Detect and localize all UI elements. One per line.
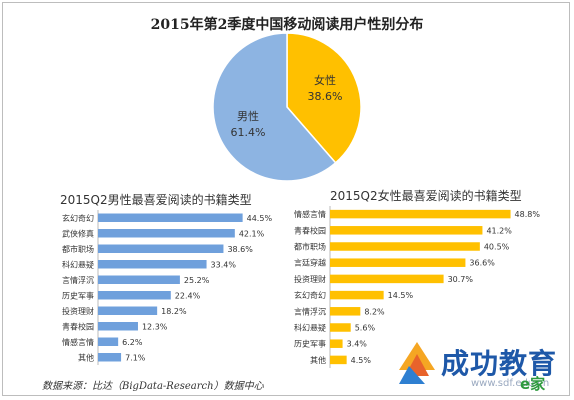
bar-value-label: 41.2%: [486, 226, 512, 235]
bar-value-label: 25.2%: [184, 276, 210, 285]
bar-category-label: 其他: [310, 355, 326, 365]
bar: [98, 353, 122, 362]
pie-slice-value: 61.4%: [231, 126, 266, 139]
bar: [330, 339, 343, 348]
bar-category-label: 其他: [78, 352, 94, 362]
bar-category-label: 青春校园: [62, 321, 94, 331]
bar-value-label: 38.6%: [227, 245, 253, 254]
bar-value-label: 5.6%: [355, 324, 376, 333]
bar: [330, 274, 444, 284]
bar-value-label: 33.4%: [211, 260, 237, 269]
bar-category-label: 玄幻奇幻: [294, 290, 326, 300]
brand-sub: e家: [520, 375, 546, 393]
bar: [330, 290, 384, 300]
bar-category-label: 投资理财: [294, 274, 326, 284]
data-source-note: 数据来源：比达（BigData-Research）数据中心: [42, 381, 264, 392]
bar: [98, 244, 224, 253]
pie-slice-label: 女性: [314, 73, 336, 87]
bar-value-label: 12.3%: [142, 322, 168, 331]
bar: [98, 260, 207, 269]
brand-name: 成功教育: [441, 347, 558, 380]
bar-category-label: 言廷穿越: [294, 258, 326, 268]
bar: [330, 258, 466, 267]
bar-value-label: 36.6%: [469, 259, 495, 268]
bar: [330, 307, 361, 316]
bar: [98, 291, 171, 300]
pie-slice: [212, 32, 337, 182]
bar-category-label: 历史军事: [62, 290, 94, 300]
bar-category-label: 都市职场: [62, 244, 94, 254]
bar-category-label: 玄幻奇幻: [62, 213, 94, 223]
brand-watermark: 成功教育 www.sdf.edu.cn e家: [395, 340, 571, 396]
gender-pie: 女性 38.6% 男性 61.4%: [212, 32, 362, 182]
bar-value-label: 6.2%: [122, 338, 143, 347]
bar: [98, 337, 119, 346]
bar: [330, 242, 480, 251]
bar-category-label: 科幻悬疑: [294, 323, 326, 333]
bar-category-label: 青春校园: [294, 225, 326, 235]
bar-value-label: 40.5%: [484, 243, 510, 252]
bar-category-label: 历史军事: [294, 339, 326, 349]
page-title: 2015年第2季度中国移动阅读用户性别分布: [150, 17, 424, 33]
bar-value-label: 14.5%: [388, 291, 414, 300]
bar: [98, 229, 235, 238]
bar: [330, 209, 511, 219]
bar-value-label: 22.4%: [175, 291, 201, 300]
bar-value-label: 42.1%: [239, 229, 265, 238]
bar-value-label: 48.8%: [515, 210, 541, 219]
pie-slice-value: 38.6%: [308, 90, 343, 103]
bar: [330, 226, 483, 235]
bar: [98, 322, 138, 331]
bar: [98, 275, 180, 284]
brand-url: www.sdf.edu.cn: [471, 378, 550, 389]
bar-value-label: 18.2%: [161, 307, 187, 316]
bar-value-label: 3.4%: [347, 340, 368, 349]
brand-logo-icon: [399, 342, 435, 384]
bar-value-label: 44.5%: [247, 214, 273, 223]
bar: [330, 355, 347, 365]
bar-value-label: 7.1%: [125, 353, 146, 362]
bar-category-label: 言情浮沉: [62, 275, 94, 285]
bar-category-label: 科幻悬疑: [62, 259, 94, 269]
bar-chart-title: 2015Q2女性最喜爱阅读的书籍类型: [330, 188, 522, 203]
bar-value-label: 8.2%: [364, 307, 385, 316]
bar-category-label: 情感言情: [62, 337, 94, 347]
pie-slice: [286, 32, 362, 164]
bar-chart-title: 2015Q2男性最喜爱阅读的书籍类型: [60, 192, 252, 207]
bar: [330, 323, 351, 332]
bar-category-label: 言情浮沉: [294, 306, 326, 316]
pie-slice-label: 男性: [237, 109, 259, 123]
bar-category-label: 都市职场: [294, 242, 326, 252]
bar-value-label: 30.7%: [448, 275, 474, 284]
chart-frame: [2, 2, 570, 396]
bar: [98, 306, 158, 315]
bar-value-label: 4.5%: [351, 356, 372, 365]
bar-category-label: 武侠修真: [62, 228, 94, 238]
bar: [98, 213, 243, 222]
bar-category-label: 投资理财: [62, 306, 94, 316]
bar-category-label: 情感言情: [294, 209, 326, 219]
